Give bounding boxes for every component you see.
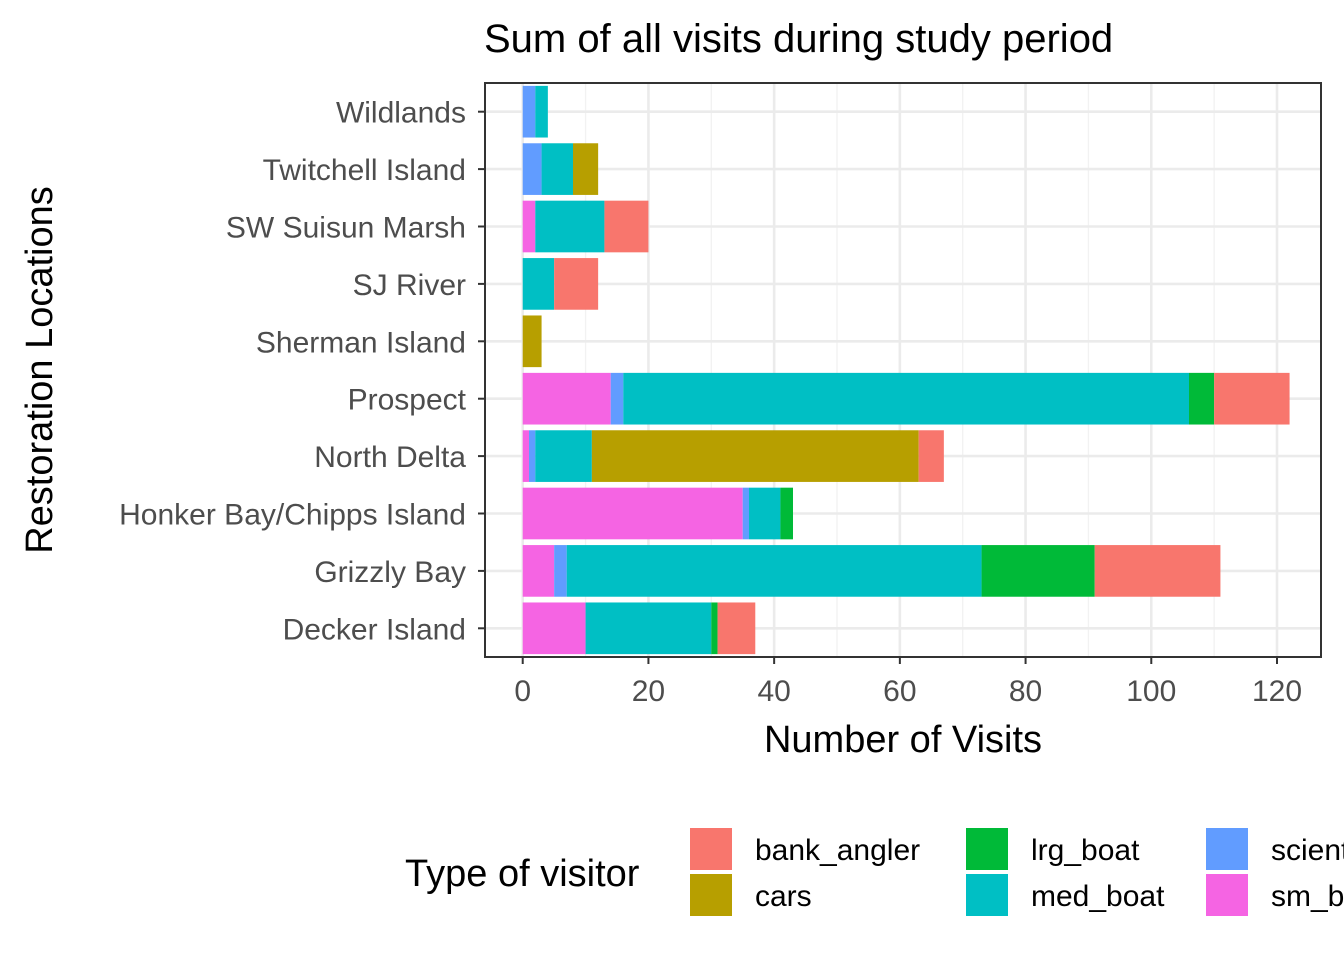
- legend-label: scientist: [1271, 834, 1344, 867]
- bar-segment-bank_angler: [554, 258, 599, 310]
- x-tick-label: 60: [883, 675, 916, 708]
- bar-segment-lrg_boat: [981, 545, 1095, 597]
- panel-border: [484, 82, 1322, 658]
- y-tick-label: North Delta: [314, 441, 466, 474]
- legend-item-cars: cars: [690, 874, 812, 916]
- bar-segment-scientist: [529, 430, 536, 482]
- bar-segment-lrg_boat: [1189, 372, 1215, 425]
- legend-key-med_boat: [966, 874, 1008, 916]
- legend-item-med_boat: med_boat: [966, 874, 1165, 916]
- chart-title: Sum of all visits during study period: [484, 17, 1113, 61]
- legend-item-lrg_boat: lrg_boat: [966, 828, 1140, 870]
- legend-label: bank_angler: [755, 834, 920, 867]
- x-axis: 0 20 40 60 80 100 120: [514, 657, 1302, 708]
- bar-segment-sm_boat: [522, 602, 586, 655]
- bar-segment-cars: [573, 143, 599, 195]
- bar-segment-scientist: [742, 487, 749, 540]
- y-tick-label: Twitchell Island: [263, 154, 466, 187]
- bar-segment-med_boat: [522, 258, 555, 310]
- bar-segment-med_boat: [585, 602, 712, 655]
- bar-segment-bank_angler: [918, 430, 944, 482]
- y-tick-label: Wildlands: [336, 97, 466, 130]
- y-tick-label: SJ River: [353, 269, 466, 302]
- bar-segment-sm_boat: [522, 487, 743, 540]
- x-axis-title: Number of Visits: [764, 719, 1042, 761]
- x-tick-label: 20: [632, 675, 665, 708]
- bar-segment-bank_angler: [1094, 545, 1221, 597]
- legend-item-sm_boat: sm_boat: [1206, 874, 1344, 916]
- y-tick-label: Honker Bay/Chipps Island: [119, 499, 466, 532]
- bar-segment-lrg_boat: [780, 487, 793, 540]
- bar-segment-sm_boat: [522, 430, 529, 482]
- bar-segment-scientist: [610, 372, 624, 425]
- legend-key-cars: [690, 874, 732, 916]
- y-tick-label: Decker Island: [283, 613, 466, 646]
- bar-segment-med_boat: [566, 545, 982, 597]
- bar-segment-med_boat: [749, 487, 781, 540]
- legend-key-bank_angler: [690, 828, 732, 870]
- bar-segment-med_boat: [535, 430, 592, 482]
- y-tick-label: Grizzly Bay: [314, 556, 466, 589]
- bar-segment-med_boat: [623, 372, 1189, 425]
- bar-segment-bank_angler: [604, 200, 649, 253]
- x-tick-label: 120: [1252, 675, 1302, 708]
- y-tick-label: SW Suisun Marsh: [226, 212, 466, 245]
- y-axis-title: Restoration Locations: [19, 186, 61, 554]
- x-tick-label: 0: [514, 675, 531, 708]
- bar-segment-med_boat: [535, 85, 548, 138]
- bar-segment-scientist: [522, 85, 536, 138]
- legend-key-sm_boat: [1206, 874, 1248, 916]
- y-tick-label: Prospect: [348, 384, 467, 417]
- bars: [522, 85, 1290, 655]
- legend-item-scientist: scientist: [1206, 828, 1344, 870]
- bar-segment-scientist: [554, 545, 567, 597]
- bar-segment-bank_angler: [1214, 372, 1290, 425]
- legend-label: med_boat: [1031, 880, 1165, 913]
- y-axis: Decker Island Grizzly Bay Honker Bay/Chipp…: [119, 97, 485, 646]
- bar-segment-med_boat: [541, 143, 573, 195]
- bar-segment-cars: [522, 315, 542, 368]
- legend-item-bank_angler: bank_angler: [690, 828, 920, 870]
- bar-segment-sm_boat: [522, 372, 611, 425]
- bar-segment-lrg_boat: [711, 602, 718, 655]
- bar-segment-sm_boat: [522, 200, 536, 253]
- bar-segment-med_boat: [535, 200, 605, 253]
- bar-segment-sm_boat: [522, 545, 555, 597]
- legend-key-lrg_boat: [966, 828, 1008, 870]
- legend-title: Type of visitor: [405, 853, 640, 895]
- y-tick-label: Sherman Island: [256, 326, 466, 359]
- legend-label: sm_boat: [1271, 880, 1344, 913]
- legend-key-scientist: [1206, 828, 1248, 870]
- bar-segment-scientist: [522, 143, 542, 195]
- legend-label: cars: [755, 880, 812, 913]
- bar-segment-bank_angler: [717, 602, 756, 655]
- legend-label: lrg_boat: [1031, 834, 1140, 867]
- bar-segment-cars: [591, 430, 919, 482]
- x-tick-label: 40: [757, 675, 790, 708]
- x-tick-label: 100: [1126, 675, 1176, 708]
- x-tick-label: 80: [1009, 675, 1042, 708]
